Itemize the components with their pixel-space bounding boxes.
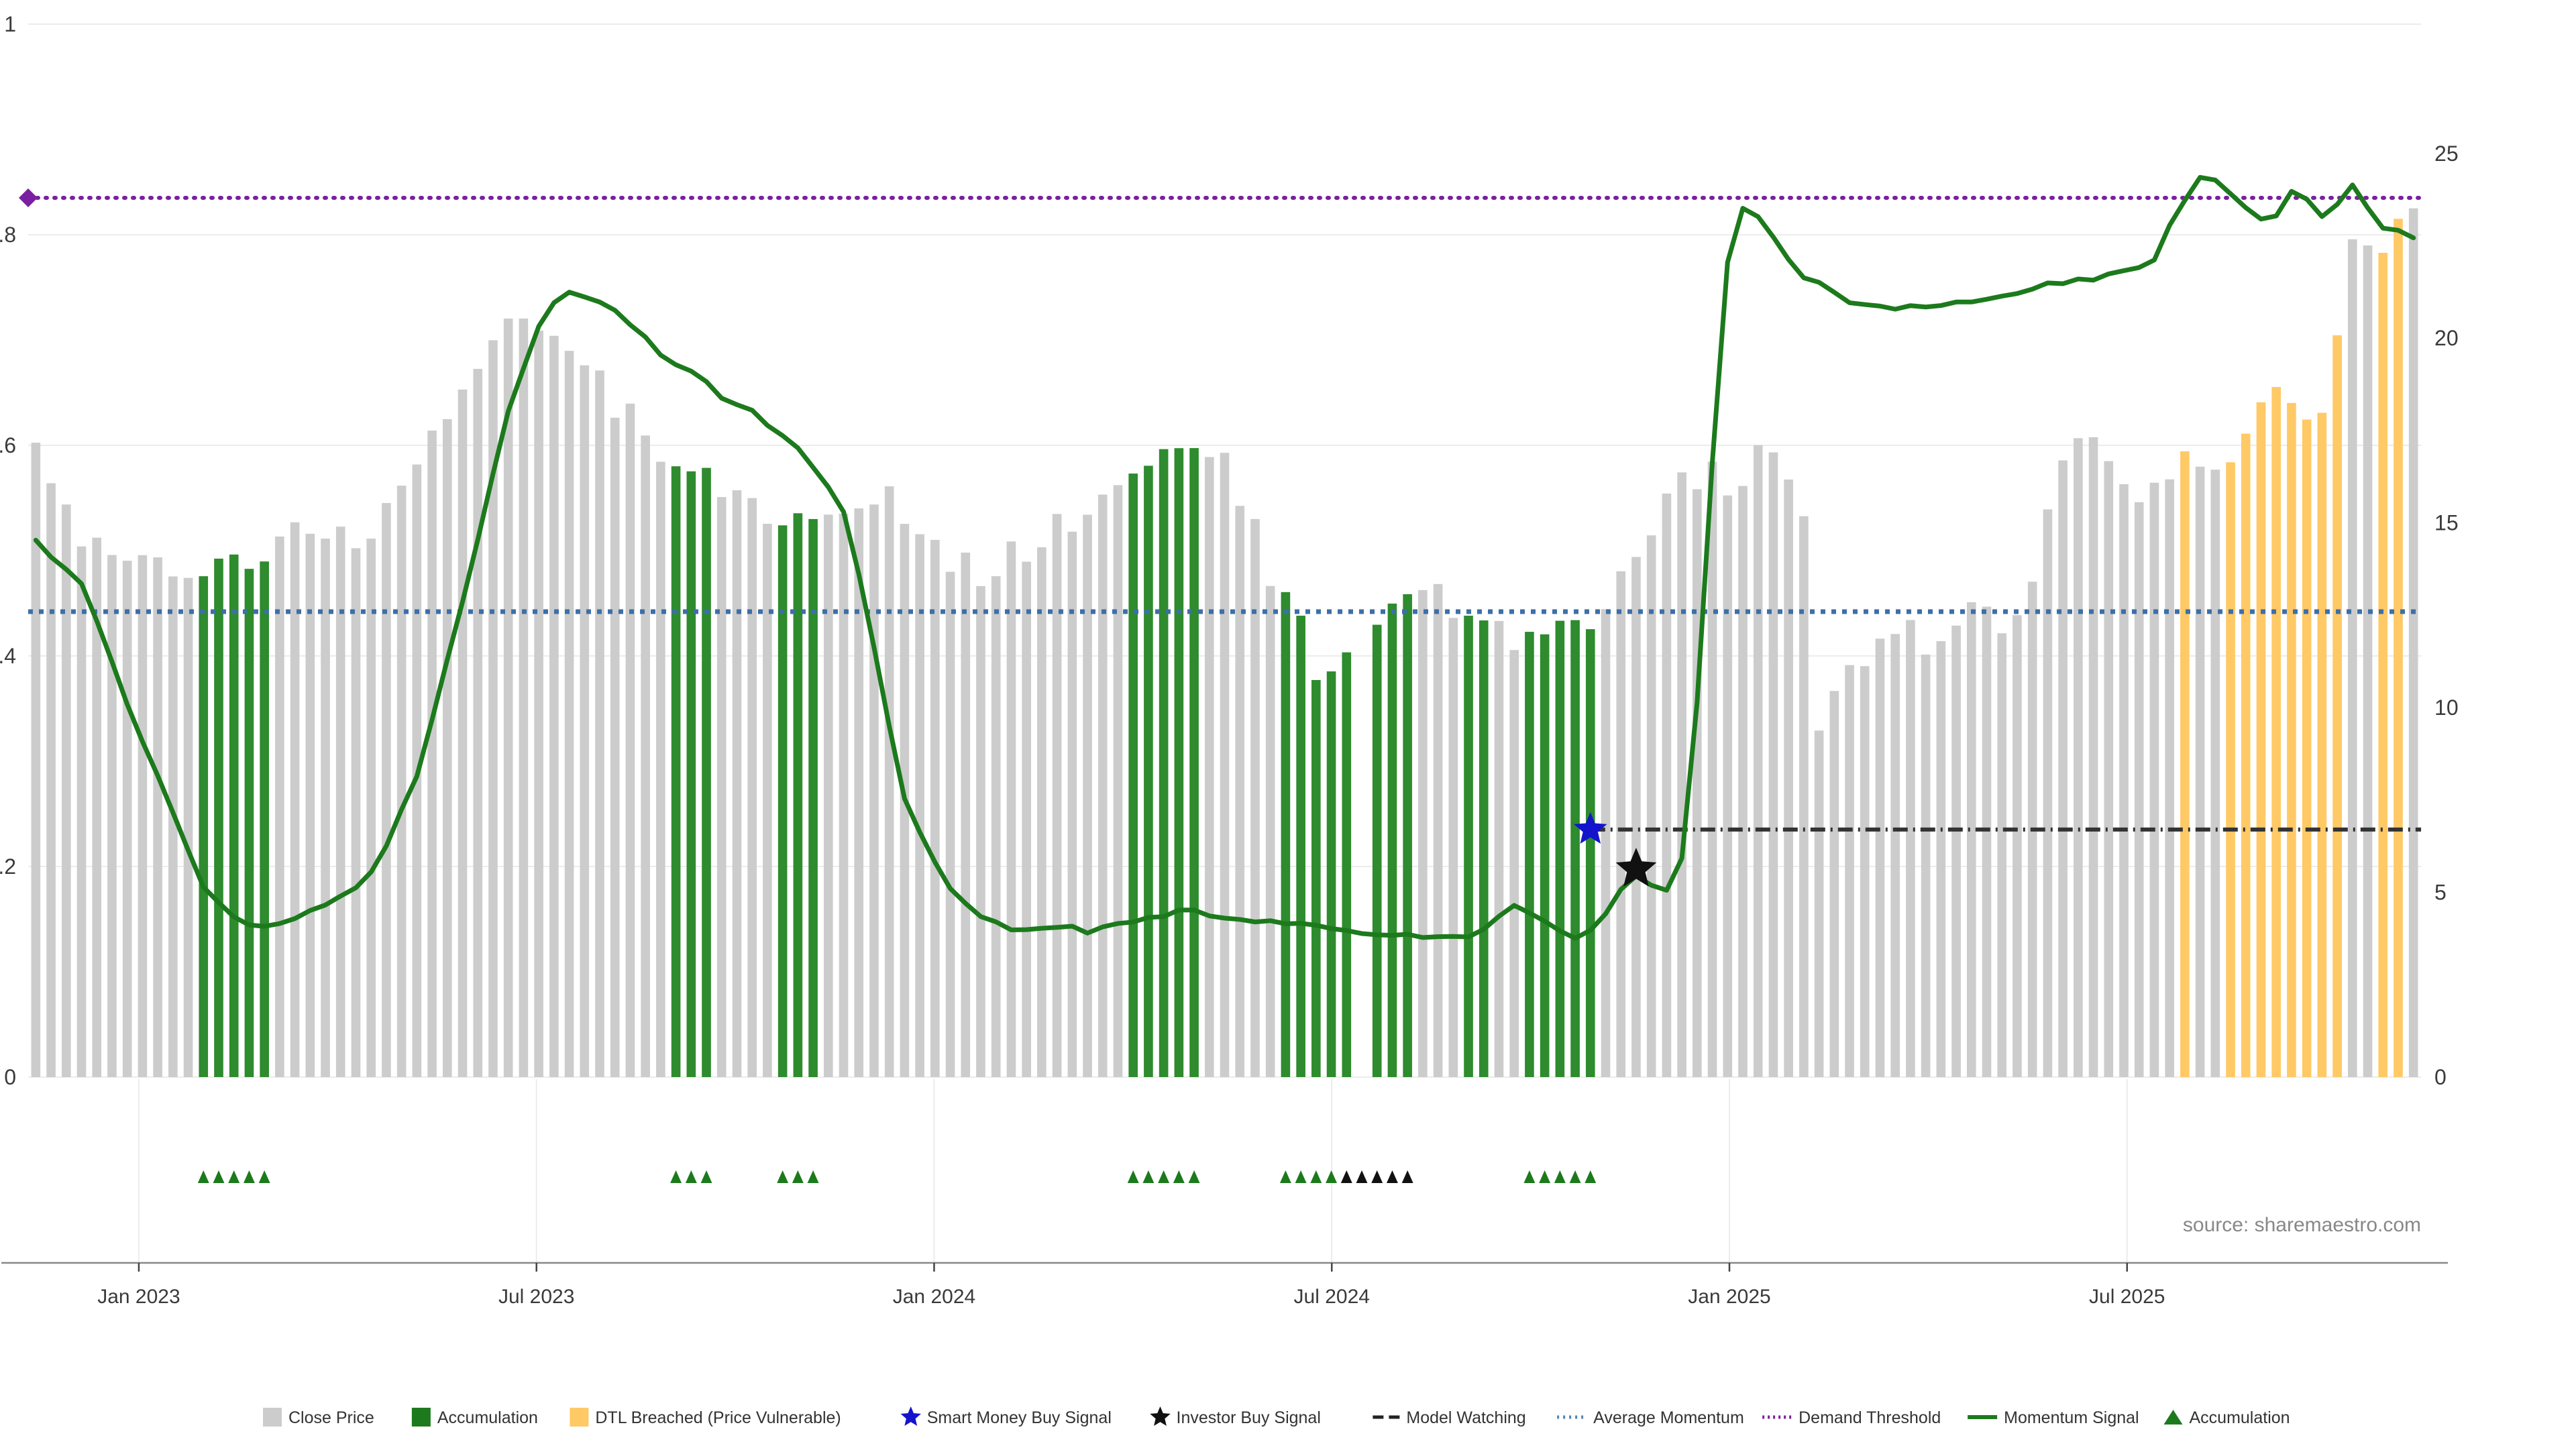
- svg-text:Jan 2023: Jan 2023: [97, 1286, 180, 1308]
- svg-text:Jul 2025: Jul 2025: [2089, 1286, 2165, 1308]
- svg-text:Jul 2023: Jul 2023: [498, 1286, 574, 1308]
- svg-text:Jan 2025: Jan 2025: [1688, 1286, 1770, 1308]
- svg-text:source: sharemaestro.com: source: sharemaestro.com: [2183, 1214, 2421, 1236]
- svg-text:1: 1: [4, 12, 16, 36]
- svg-text:0.8: 0.8: [0, 223, 16, 247]
- svg-text:Investor Buy Signal: Investor Buy Signal: [1177, 1408, 1321, 1427]
- svg-text:0.6: 0.6: [0, 433, 16, 457]
- svg-text:Model Watching: Model Watching: [1406, 1408, 1525, 1427]
- svg-text:Average Momentum: Average Momentum: [1593, 1408, 1744, 1427]
- svg-text:Jan 2024: Jan 2024: [893, 1286, 975, 1308]
- svg-text:0.4: 0.4: [0, 644, 16, 668]
- svg-text:25: 25: [2434, 142, 2459, 166]
- svg-text:10: 10: [2434, 695, 2459, 720]
- svg-text:Jul 2024: Jul 2024: [1294, 1286, 1370, 1308]
- svg-text:Accumulation: Accumulation: [2190, 1408, 2290, 1427]
- svg-text:15: 15: [2434, 511, 2459, 535]
- svg-text:0.2: 0.2: [0, 854, 16, 879]
- svg-text:0: 0: [4, 1065, 16, 1089]
- svg-text:0: 0: [2434, 1065, 2447, 1089]
- svg-text:Demand Threshold: Demand Threshold: [1799, 1408, 1941, 1427]
- svg-text:20: 20: [2434, 326, 2459, 350]
- svg-text:5: 5: [2434, 881, 2447, 905]
- svg-text:Momentum Signal: Momentum Signal: [2004, 1408, 2139, 1427]
- svg-text:Accumulation: Accumulation: [437, 1408, 538, 1427]
- svg-text:Close Price: Close Price: [288, 1408, 374, 1427]
- svg-text:DTL Breached (Price Vulnerable: DTL Breached (Price Vulnerable): [595, 1408, 841, 1427]
- svg-text:Smart Money Buy Signal: Smart Money Buy Signal: [927, 1408, 1112, 1427]
